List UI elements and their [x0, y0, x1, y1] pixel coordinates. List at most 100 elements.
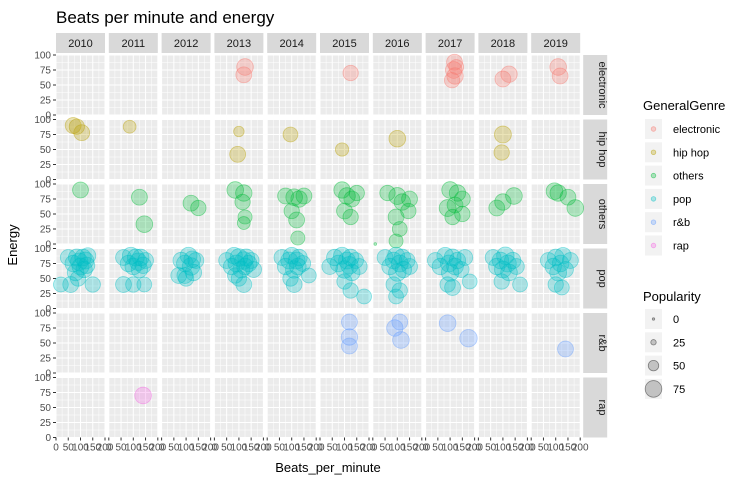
y-tick-label: 75 — [40, 259, 52, 270]
x-tick-label: 100 — [125, 443, 142, 454]
y-tick-label: 25 — [40, 225, 52, 236]
point-pop-2016 — [398, 252, 416, 269]
x-tick-label: 200 — [466, 443, 483, 454]
column-strip-2012 — [161, 33, 211, 53]
point-pop-2018 — [484, 249, 502, 266]
x-tick-label: 0 — [264, 443, 270, 454]
point-pop-2014 — [285, 260, 304, 279]
x-tick-label: 100 — [336, 443, 353, 454]
point-pop-2015 — [321, 258, 339, 275]
size-legend-swatch-75 — [644, 380, 663, 398]
x-tick-label: 100 — [389, 443, 406, 454]
point-others-2017 — [438, 199, 457, 217]
point-pop-2014 — [301, 267, 317, 284]
column-strip-label-2017: 2017 — [438, 38, 462, 50]
x-tick-label: 200 — [572, 443, 589, 454]
point-pop-2013 — [236, 257, 254, 276]
point-pop-2012 — [184, 263, 203, 282]
x-tick-label: 100 — [72, 443, 89, 454]
point-pop-2017 — [452, 261, 470, 278]
point-pop-2017 — [440, 254, 458, 273]
point-others-2012 — [190, 199, 207, 217]
point-pop-2013 — [227, 267, 244, 284]
size-legend-entries: 0 25 50 75 — [644, 309, 685, 399]
point-pop-2011 — [119, 254, 137, 273]
column-strip-label-2014: 2014 — [279, 38, 303, 50]
point-pop-2012 — [179, 246, 198, 265]
point-pop-2010 — [71, 257, 90, 276]
point-electronic-2013 — [235, 66, 253, 84]
point-pop-2019 — [547, 276, 564, 293]
point-electronic-2017 — [446, 67, 464, 85]
point-pop-2014 — [273, 249, 291, 266]
legend-key-rap — [645, 235, 662, 256]
point-pop-2010 — [59, 249, 77, 266]
point-others-2011 — [131, 188, 148, 206]
y-tick-label: 75 — [40, 195, 52, 206]
x-tick-label: 50 — [485, 443, 497, 454]
point-electronic-2019 — [551, 67, 569, 85]
point-pop-2013 — [225, 246, 243, 265]
point-pop-2015 — [347, 252, 364, 269]
point-pop-2015 — [329, 254, 348, 273]
point-pop-2015 — [341, 248, 360, 267]
point-others-2015 — [338, 187, 356, 205]
point-hip-hop-2010 — [64, 117, 82, 134]
point-pop-2016 — [391, 282, 408, 299]
point-others-2015 — [336, 202, 353, 220]
point-pop-2019 — [562, 252, 579, 269]
point-pop-2019 — [544, 257, 562, 276]
x-tick-label: 100 — [442, 443, 459, 454]
x-tick-label: 50 — [538, 443, 550, 454]
column-strip-2016 — [372, 33, 422, 53]
point-others-2016 — [388, 187, 407, 205]
point-pop-2017 — [461, 273, 478, 290]
legend-label-rap: rap — [673, 241, 689, 253]
y-tick-label: 100 — [34, 115, 51, 126]
point-pop-2018 — [488, 257, 506, 276]
point-pop-2012 — [176, 254, 194, 273]
y-tick-label: 25 — [40, 96, 52, 107]
y-tick-label: 75 — [40, 388, 52, 399]
column-strip-2014 — [267, 33, 317, 53]
row-strip-label-pop: pop — [596, 269, 608, 287]
point-others-2017 — [454, 190, 471, 208]
column-strip-label-2012: 2012 — [174, 38, 198, 50]
color-legend-title: GeneralGenre — [643, 98, 725, 113]
point-pop-2014 — [276, 257, 295, 276]
column-strip-2013 — [214, 33, 264, 53]
point-pop-2013 — [245, 261, 262, 278]
point-pop-2010 — [84, 276, 101, 293]
point-others-2015 — [343, 190, 361, 208]
y-tick-label: 0 — [45, 111, 51, 122]
point-pop-2016 — [381, 257, 399, 276]
point-electronic-2015 — [342, 64, 359, 82]
y-tick-label: 100 — [34, 309, 51, 320]
point-pop-2010 — [75, 260, 93, 279]
point-pop-2015 — [336, 273, 353, 290]
y-tick-label: 75 — [40, 66, 52, 77]
point-pop-2017 — [439, 276, 456, 293]
point-pop-2019 — [554, 247, 572, 265]
y-axis-title: Energy — [5, 224, 20, 266]
point-others-2019 — [545, 182, 564, 200]
column-strip-2017 — [425, 33, 475, 53]
point-others-2016 — [373, 242, 378, 246]
point-pop-2010 — [74, 248, 92, 267]
point-pop-2015 — [342, 282, 359, 299]
point-hip-hop-2013 — [233, 125, 245, 138]
point-r-b-2015 — [341, 337, 358, 355]
point-others-2014 — [285, 188, 303, 206]
point-pop-2010 — [76, 251, 95, 270]
point-pop-2018 — [512, 276, 528, 293]
point-pop-2011 — [131, 248, 150, 267]
y-tick-label: 50 — [40, 274, 52, 285]
point-pop-2018 — [491, 251, 510, 270]
x-tick-label: 150 — [243, 443, 260, 454]
point-pop-2013 — [235, 276, 253, 293]
y-tick-label: 25 — [40, 289, 52, 300]
point-hip-hop-2018 — [494, 125, 512, 144]
point-others-2014 — [290, 230, 306, 246]
legend-key-electronic — [645, 119, 662, 139]
point-pop-2018 — [494, 260, 512, 279]
